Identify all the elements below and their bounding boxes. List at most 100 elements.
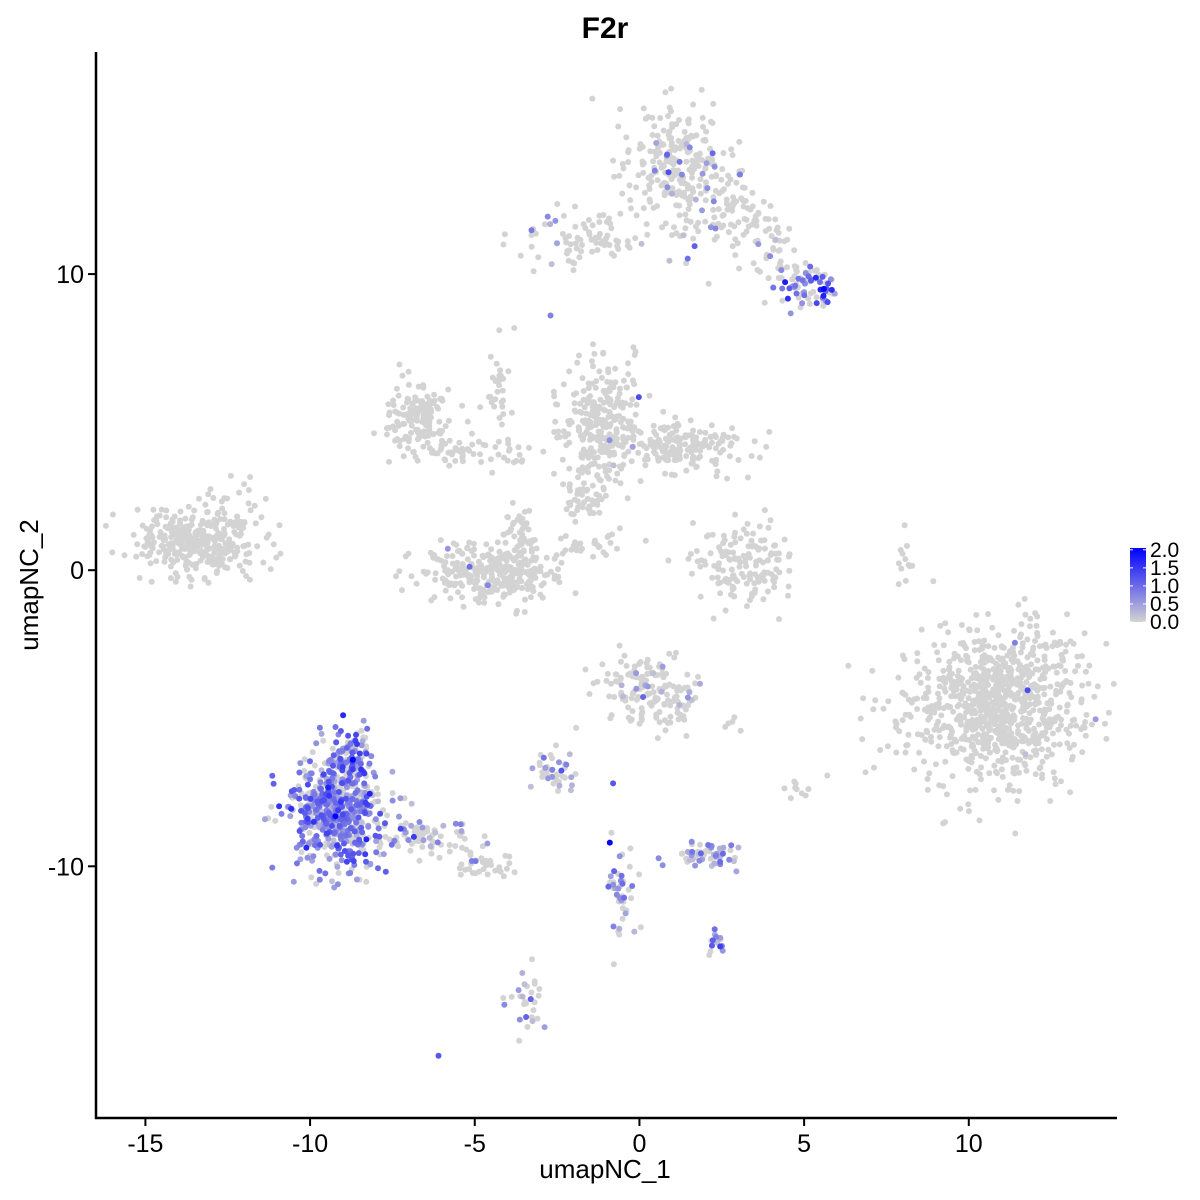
scatter-point [901, 522, 908, 529]
scatter-point [505, 440, 512, 447]
scatter-point [935, 718, 942, 725]
scatter-point [999, 655, 1006, 662]
scatter-point [508, 409, 515, 416]
scatter-point [334, 842, 341, 849]
scatter-point [813, 267, 820, 273]
scatter-point [992, 692, 999, 699]
x-tick-label: -5 [464, 1130, 486, 1158]
scatter-point [598, 428, 605, 435]
scatter-point [674, 451, 681, 458]
scatter-point [620, 693, 626, 700]
scatter-point [801, 292, 808, 299]
scatter-point [519, 970, 526, 976]
scatter-point [150, 506, 157, 513]
scatter-point [593, 378, 600, 385]
y-tick-label: 10 [56, 261, 84, 289]
scatter-point [715, 206, 722, 213]
scatter-point [697, 176, 704, 183]
scatter-point [1021, 697, 1028, 704]
scatter-point [1079, 653, 1085, 660]
scatter-point [968, 759, 975, 766]
scatter-point [898, 565, 905, 572]
scatter-point [932, 761, 939, 768]
scatter-point [688, 570, 695, 577]
scatter-point [581, 404, 588, 411]
scatter-point [523, 1014, 530, 1020]
scatter-point [563, 761, 570, 768]
scatter-point [1085, 680, 1092, 687]
scatter-point [224, 521, 231, 528]
scatter-point [899, 550, 906, 557]
scatter-point [535, 254, 542, 261]
scatter-point [251, 502, 258, 509]
scatter-point [571, 400, 578, 407]
scatter-point [221, 510, 228, 517]
scatter-point [1043, 724, 1050, 731]
scatter-point [619, 915, 626, 922]
scatter-point [500, 873, 507, 880]
scatter-point [478, 562, 485, 569]
scatter-point [488, 566, 495, 573]
scatter-point [502, 852, 509, 859]
scatter-point [665, 113, 672, 119]
scatter-point [559, 773, 566, 780]
scatter-point [761, 299, 768, 306]
scatter-point [1041, 657, 1048, 663]
scatter-point [459, 453, 466, 460]
scatter-point [805, 786, 812, 793]
scatter-point [572, 771, 579, 777]
scatter-point [712, 445, 719, 452]
scatter-point [738, 195, 745, 202]
scatter-point [1018, 686, 1025, 693]
scatter-point [516, 1016, 523, 1023]
scatter-point [267, 566, 274, 573]
scatter-point [935, 704, 942, 711]
scatter-point [484, 840, 491, 847]
scatter-point [523, 581, 530, 587]
scatter-point [924, 729, 931, 736]
legend-colorbar [1130, 548, 1146, 622]
scatter-point [578, 469, 585, 476]
scatter-point [662, 220, 669, 227]
scatter-point [729, 586, 736, 593]
scatter-point [596, 219, 603, 225]
scatter-point [552, 217, 559, 224]
scatter-point [689, 188, 696, 195]
scatter-point [942, 620, 949, 627]
scatter-point [623, 134, 630, 141]
scatter-point [316, 867, 323, 874]
scatter-point [1041, 691, 1048, 698]
scatter-point [665, 169, 672, 176]
scatter-point [726, 856, 733, 863]
scatter-point [916, 749, 923, 756]
scatter-point [373, 849, 380, 856]
scatter-point [1046, 716, 1053, 723]
scatter-point [668, 135, 675, 141]
scatter-point [755, 209, 762, 216]
scatter-point [366, 760, 373, 767]
scatter-point [740, 231, 747, 238]
scatter-point [819, 273, 826, 280]
scatter-point [773, 566, 780, 573]
scatter-point [521, 609, 528, 615]
scatter-point [720, 431, 727, 438]
scatter-point [205, 579, 212, 586]
scatter-point [484, 582, 491, 589]
scatter-point [1083, 711, 1090, 718]
scatter-point [1079, 682, 1086, 689]
scatter-point [560, 381, 567, 388]
scatter-point [211, 516, 218, 523]
scatter-point [605, 369, 612, 376]
scatter-point [596, 509, 603, 516]
scatter-point [656, 159, 663, 166]
scatter-point [318, 786, 324, 792]
scatter-point [1047, 798, 1054, 804]
scatter-point [460, 603, 467, 610]
scatter-point [1037, 764, 1044, 771]
scatter-point [628, 458, 635, 465]
scatter-point [620, 377, 627, 384]
scatter-point [608, 225, 615, 232]
scatter-point [508, 993, 515, 1000]
scatter-point [491, 403, 498, 410]
scatter-point [1008, 720, 1015, 727]
